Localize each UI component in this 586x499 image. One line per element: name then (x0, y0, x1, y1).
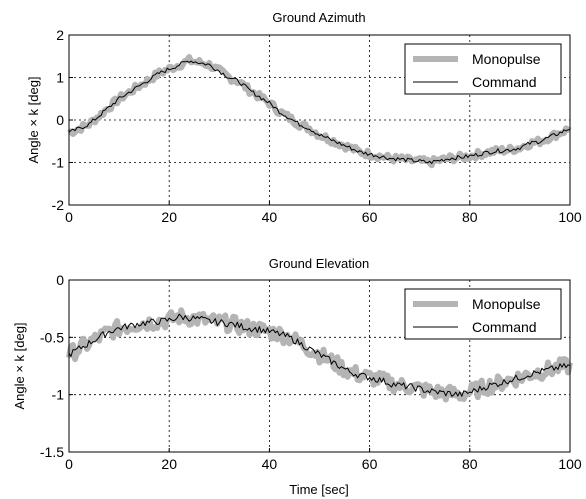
y-tick-label: 2 (56, 27, 64, 43)
y-tick-label: 0 (56, 272, 64, 288)
y-tick-label: 1 (56, 70, 64, 86)
elevation-subplot: Ground Elevation Angle × k [deg] 0 20 40 60… (12, 256, 582, 497)
x-tick-label: 100 (558, 209, 582, 225)
x-tick-label: 0 (65, 209, 73, 225)
legend-label-command: Command (472, 319, 537, 335)
legend-label-monopulse: Monopulse (472, 296, 541, 312)
x-axis-label: Time [sec] (289, 482, 348, 497)
azimuth-subplot: Ground Azimuth Angle × k [deg] 0 20 40 60 80… (26, 10, 582, 225)
ticks: 0 20 40 60 80 100 -1.5 -1 -0.5 0 (40, 272, 582, 472)
y-tick-label: -2 (52, 197, 65, 213)
y-tick-label: -1 (52, 155, 65, 171)
grid (69, 35, 570, 205)
x-tick-label: 20 (161, 456, 177, 472)
legend-label-command: Command (472, 74, 537, 90)
series-group (67, 54, 572, 169)
y-tick-label: -1.5 (40, 444, 64, 460)
series-line-command (68, 313, 571, 397)
ticks: 0 20 40 60 80 100 -2 -1 0 1 2 (52, 27, 582, 225)
legend-box (404, 288, 562, 340)
legend: Monopulse Command (404, 288, 562, 340)
series-line-command (68, 60, 571, 164)
y-axis-label: Angle × k [deg] (12, 322, 27, 409)
y-axis-label: Angle × k [deg] (26, 76, 41, 163)
x-tick-label: 100 (558, 456, 582, 472)
y-tick-label: -1 (52, 387, 65, 403)
series-line-monopulse (66, 307, 573, 403)
x-tick-label: 20 (161, 209, 177, 225)
grid (69, 280, 570, 452)
x-tick-label: 0 (65, 456, 73, 472)
x-tick-label: 40 (262, 456, 278, 472)
legend-box (404, 43, 562, 95)
series-group (66, 307, 573, 403)
x-tick-label: 60 (362, 456, 378, 472)
chart-title: Ground Elevation (269, 256, 369, 271)
y-tick-label: -0.5 (40, 329, 64, 345)
x-tick-label: 80 (462, 456, 478, 472)
chart-title: Ground Azimuth (272, 10, 365, 25)
legend-label-monopulse: Monopulse (472, 51, 541, 67)
axes-frame (68, 279, 571, 453)
x-tick-label: 60 (362, 209, 378, 225)
x-tick-label: 80 (462, 209, 478, 225)
y-tick-label: 0 (56, 112, 64, 128)
x-tick-label: 40 (262, 209, 278, 225)
legend: Monopulse Command (404, 43, 562, 95)
